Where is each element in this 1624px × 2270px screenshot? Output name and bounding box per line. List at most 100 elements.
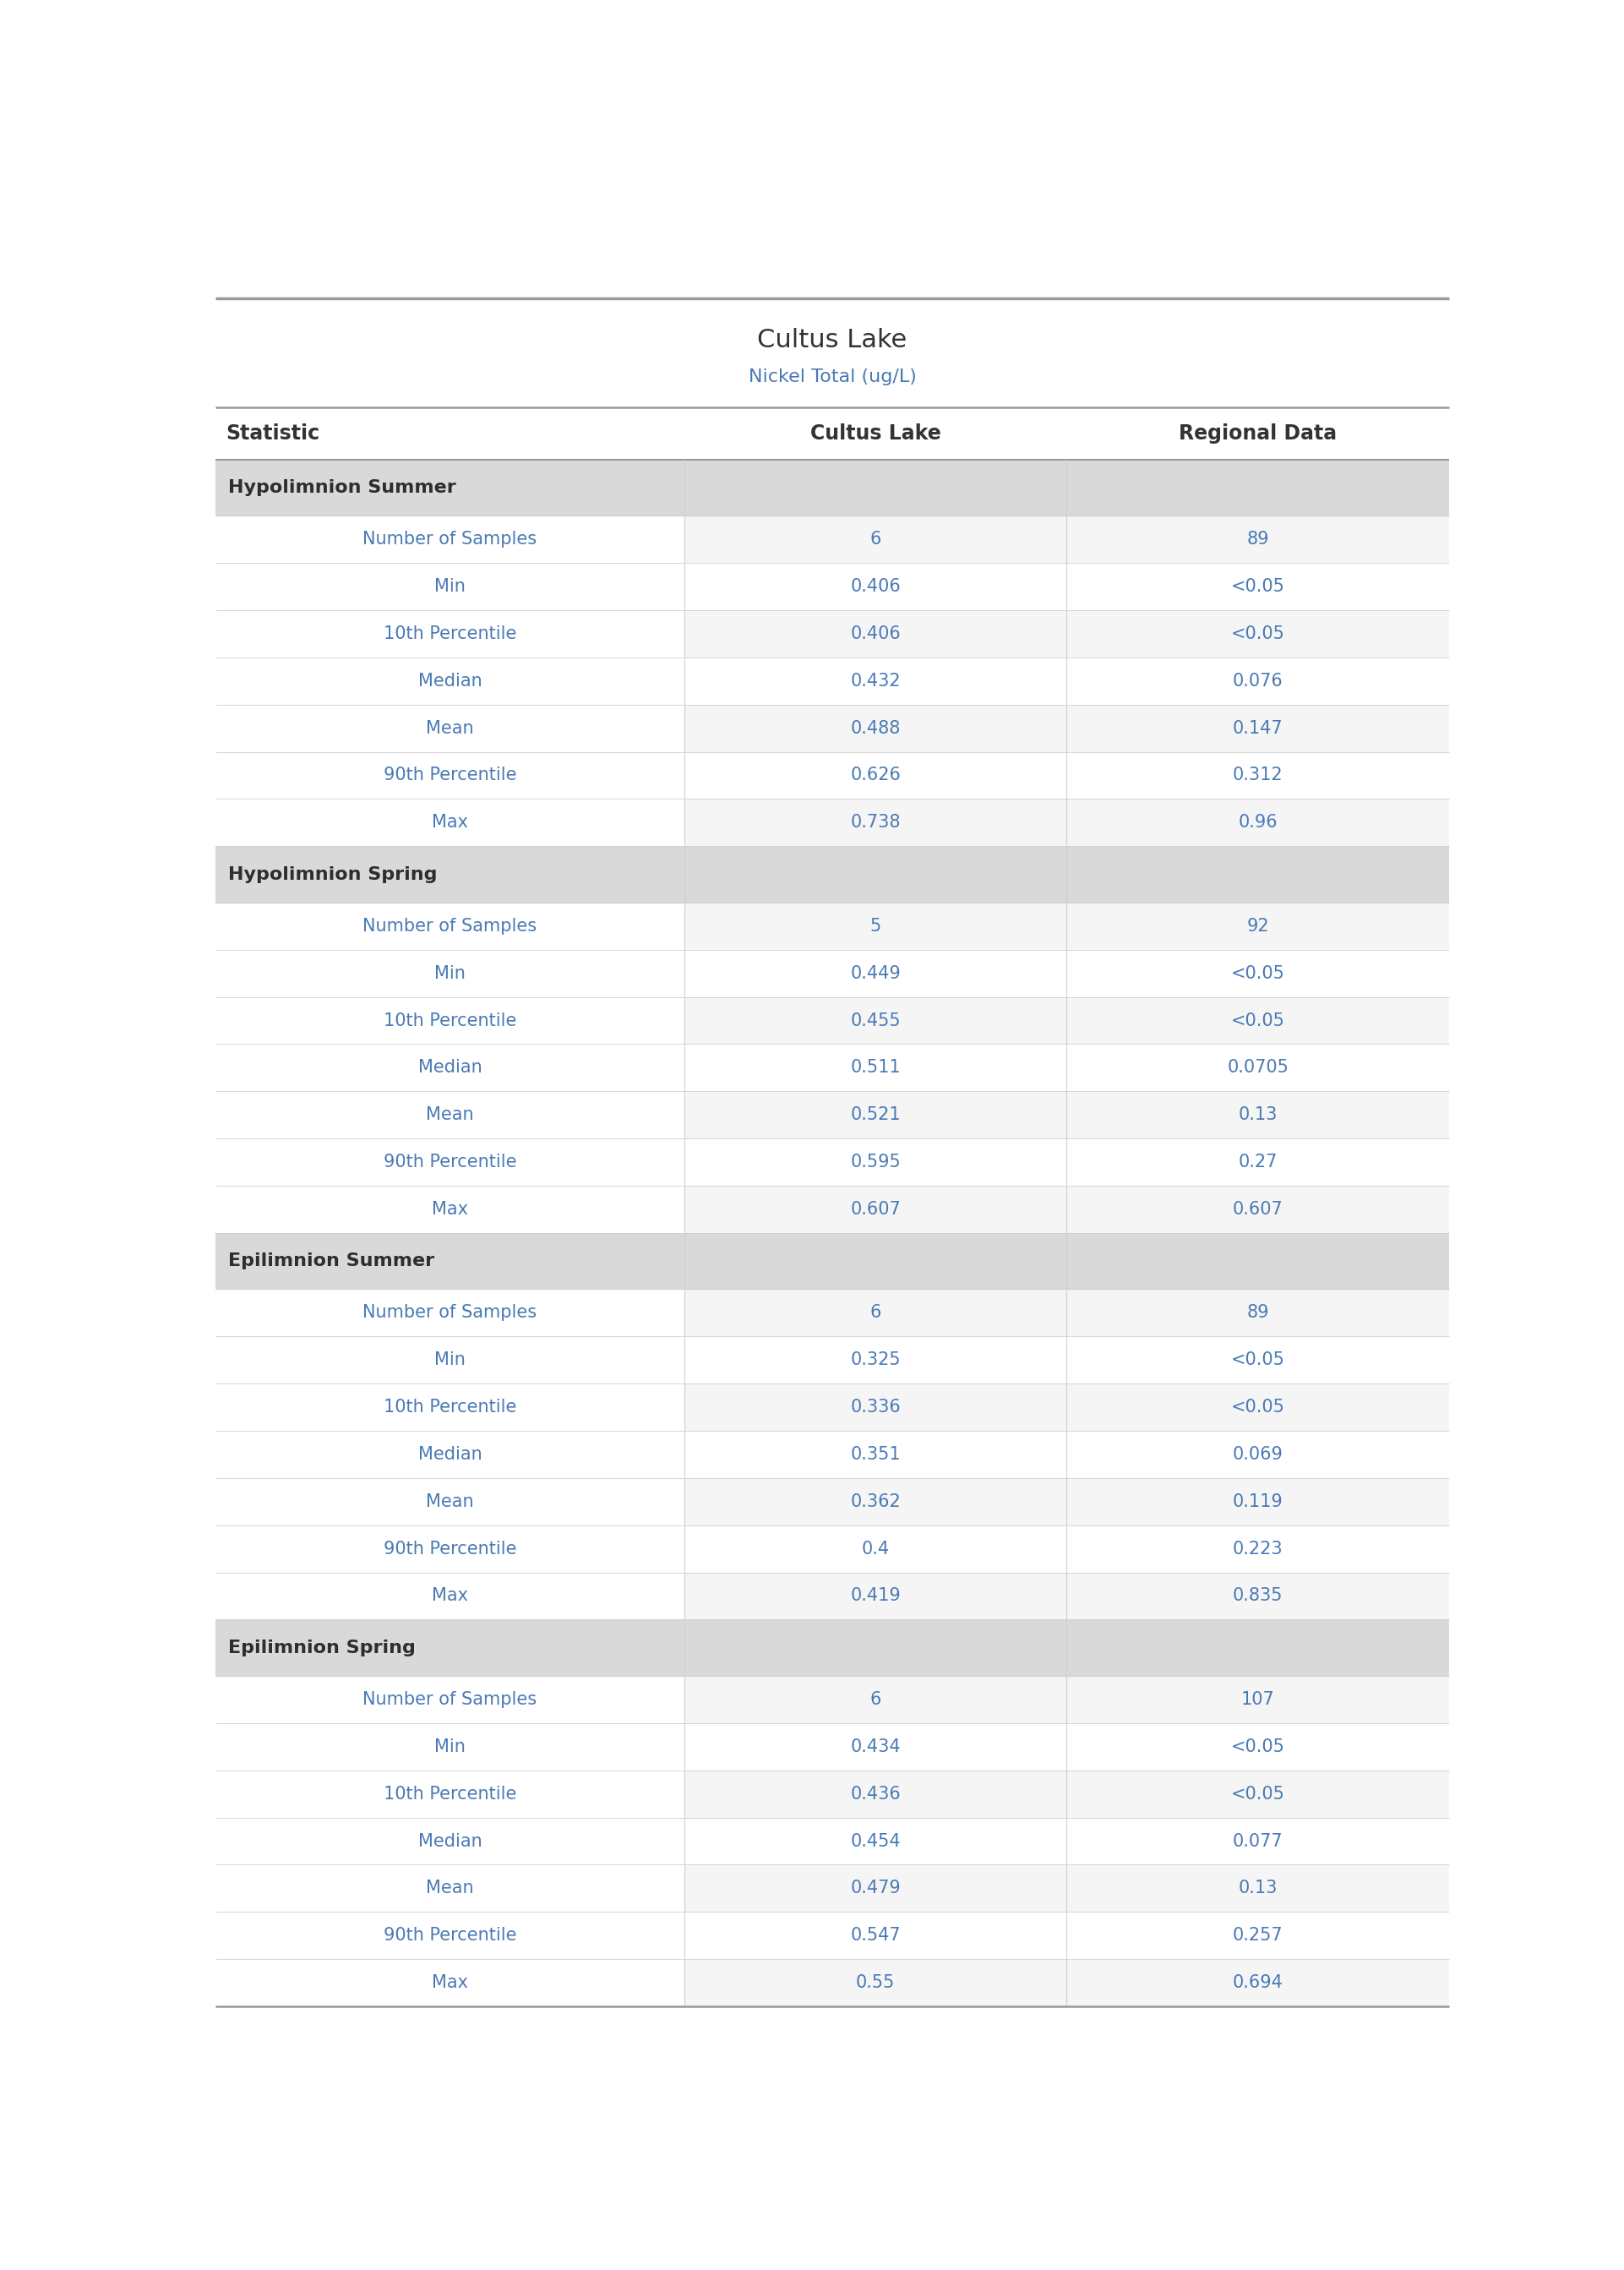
Text: <0.05: <0.05 bbox=[1231, 1351, 1285, 1369]
Text: 0.511: 0.511 bbox=[851, 1060, 901, 1076]
Text: 6: 6 bbox=[870, 1691, 882, 1707]
Text: Epilimnion Summer: Epilimnion Summer bbox=[227, 1253, 435, 1269]
Text: <0.05: <0.05 bbox=[1231, 579, 1285, 595]
Bar bbox=[216, 1959, 684, 2007]
Bar bbox=[684, 1573, 1449, 1619]
Text: <0.05: <0.05 bbox=[1231, 1786, 1285, 1802]
Bar bbox=[216, 997, 684, 1044]
Bar bbox=[684, 1818, 1449, 1864]
Text: Min: Min bbox=[434, 1739, 466, 1755]
Bar bbox=[684, 1092, 1449, 1140]
Text: 0.419: 0.419 bbox=[851, 1587, 901, 1605]
Bar bbox=[216, 1864, 684, 1911]
Bar bbox=[216, 1723, 684, 1771]
Text: 0.96: 0.96 bbox=[1237, 815, 1278, 831]
Bar bbox=[216, 1140, 684, 1185]
Text: 0.076: 0.076 bbox=[1233, 672, 1283, 690]
Text: Mean: Mean bbox=[425, 720, 474, 735]
Text: 0.607: 0.607 bbox=[851, 1201, 901, 1217]
Text: Min: Min bbox=[434, 579, 466, 595]
Text: <0.05: <0.05 bbox=[1231, 1398, 1285, 1416]
Bar bbox=[216, 658, 684, 704]
Text: Max: Max bbox=[432, 815, 468, 831]
Bar bbox=[684, 563, 1449, 611]
Bar bbox=[684, 1959, 1449, 2007]
Bar bbox=[684, 1430, 1449, 1478]
Text: 0.077: 0.077 bbox=[1233, 1832, 1283, 1850]
Bar bbox=[684, 1478, 1449, 1525]
Text: Cultus Lake: Cultus Lake bbox=[757, 327, 908, 352]
Text: Min: Min bbox=[434, 1351, 466, 1369]
Bar bbox=[216, 1573, 684, 1619]
Bar bbox=[684, 515, 1449, 563]
Text: Median: Median bbox=[417, 672, 482, 690]
Bar bbox=[216, 1911, 684, 1959]
Text: 0.479: 0.479 bbox=[851, 1880, 901, 1898]
Text: 0.362: 0.362 bbox=[851, 1494, 901, 1510]
Text: 0.738: 0.738 bbox=[851, 815, 901, 831]
Text: Number of Samples: Number of Samples bbox=[362, 1305, 538, 1321]
Bar bbox=[216, 1092, 684, 1140]
Text: Hypolimnion Spring: Hypolimnion Spring bbox=[227, 865, 437, 883]
Bar bbox=[216, 1675, 684, 1723]
Text: 5: 5 bbox=[870, 917, 882, 935]
Text: 0.595: 0.595 bbox=[851, 1153, 901, 1171]
Text: Max: Max bbox=[432, 1201, 468, 1217]
Bar bbox=[684, 799, 1449, 847]
Bar bbox=[684, 1525, 1449, 1573]
Bar bbox=[216, 1185, 684, 1233]
Text: Number of Samples: Number of Samples bbox=[362, 1691, 538, 1707]
Text: Mean: Mean bbox=[425, 1880, 474, 1898]
Bar bbox=[684, 1771, 1449, 1818]
Text: Number of Samples: Number of Samples bbox=[362, 917, 538, 935]
Text: 0.835: 0.835 bbox=[1233, 1587, 1283, 1605]
Text: 0.069: 0.069 bbox=[1233, 1446, 1283, 1462]
Bar bbox=[684, 1723, 1449, 1771]
Bar bbox=[684, 658, 1449, 704]
Text: 0.13: 0.13 bbox=[1237, 1105, 1278, 1124]
Bar bbox=[216, 406, 1449, 459]
Bar bbox=[216, 1233, 1449, 1289]
Text: <0.05: <0.05 bbox=[1231, 965, 1285, 981]
Text: 90th Percentile: 90th Percentile bbox=[383, 1927, 516, 1943]
Bar bbox=[216, 1478, 684, 1525]
Bar bbox=[216, 1044, 684, 1092]
Text: Cultus Lake: Cultus Lake bbox=[810, 422, 940, 443]
Bar bbox=[216, 563, 684, 611]
Bar bbox=[684, 997, 1449, 1044]
Bar bbox=[684, 1675, 1449, 1723]
Text: 6: 6 bbox=[870, 531, 882, 547]
Text: Mean: Mean bbox=[425, 1105, 474, 1124]
Text: Median: Median bbox=[417, 1446, 482, 1462]
Text: 89: 89 bbox=[1247, 531, 1268, 547]
Text: 0.0705: 0.0705 bbox=[1228, 1060, 1288, 1076]
Text: 0.27: 0.27 bbox=[1237, 1153, 1278, 1171]
Bar bbox=[216, 611, 684, 658]
Text: Number of Samples: Number of Samples bbox=[362, 531, 538, 547]
Text: 0.312: 0.312 bbox=[1233, 767, 1283, 783]
Text: Regional Data: Regional Data bbox=[1179, 422, 1337, 443]
Text: 0.455: 0.455 bbox=[851, 1012, 901, 1028]
Bar bbox=[684, 903, 1449, 949]
Text: Min: Min bbox=[434, 965, 466, 981]
Text: 0.521: 0.521 bbox=[851, 1105, 901, 1124]
Text: 0.432: 0.432 bbox=[851, 672, 901, 690]
Bar bbox=[216, 1337, 684, 1385]
Text: <0.05: <0.05 bbox=[1231, 1739, 1285, 1755]
Bar bbox=[216, 1289, 684, 1337]
Text: 0.454: 0.454 bbox=[851, 1832, 901, 1850]
Text: 0.223: 0.223 bbox=[1233, 1541, 1283, 1557]
Text: 0.436: 0.436 bbox=[851, 1786, 901, 1802]
Text: 0.449: 0.449 bbox=[851, 965, 901, 981]
Text: 107: 107 bbox=[1241, 1691, 1275, 1707]
Bar bbox=[216, 751, 684, 799]
Text: 0.147: 0.147 bbox=[1233, 720, 1283, 735]
Text: 0.325: 0.325 bbox=[851, 1351, 901, 1369]
Text: 0.607: 0.607 bbox=[1233, 1201, 1283, 1217]
Text: 10th Percentile: 10th Percentile bbox=[383, 1786, 516, 1802]
Text: 0.406: 0.406 bbox=[851, 624, 901, 642]
Bar bbox=[684, 1044, 1449, 1092]
Bar bbox=[684, 1140, 1449, 1185]
Bar bbox=[216, 949, 684, 997]
Text: 0.488: 0.488 bbox=[851, 720, 901, 735]
